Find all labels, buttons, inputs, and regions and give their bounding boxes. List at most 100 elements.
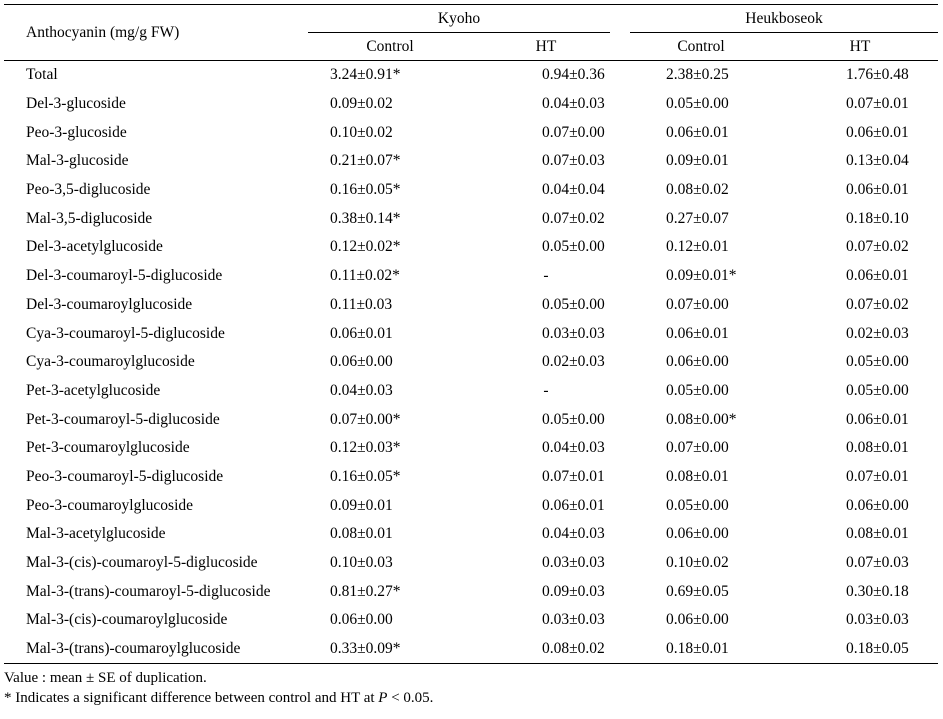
table-cell: 0.13±0.04 (846, 152, 909, 170)
table-cell: 0.09±0.01* (666, 267, 737, 285)
table-cell: 0.09±0.01 (666, 152, 729, 170)
row-label: Mal-3-(trans)-coumaroyl-5-diglucoside (26, 582, 271, 600)
table-cell: 0.05±0.00 (666, 496, 729, 514)
table-cell: 0.06±0.01 (666, 324, 729, 342)
table-cell: 2.38±0.25 (666, 66, 729, 84)
table-row: Del-3-coumaroyl-5-diglucoside 0.11±0.02* -… (4, 262, 938, 291)
column-header: HT (472, 33, 621, 61)
row-label: Cya-3-coumaroylglucoside (26, 353, 195, 371)
row-label: Peo-3-glucoside (26, 123, 127, 141)
table-cell: 0.08±0.00* (666, 410, 737, 428)
row-label: Del-3-glucoside (26, 95, 126, 113)
table-cell: 0.07±0.00 (666, 439, 729, 457)
table-cell: 0.06±0.00 (330, 611, 393, 629)
table-row: Peo-3-glucoside 0.10±0.02 0.07±0.00 0.06±0.… (4, 118, 938, 147)
table-cell: 0.06±0.00 (666, 525, 729, 543)
table-cell: 0.07±0.01 (542, 467, 605, 485)
table-cell: 0.38±0.14* (330, 209, 401, 227)
table-cell: 0.04±0.03 (542, 439, 605, 457)
table-cell: 0.03±0.03 (846, 611, 909, 629)
row-label: Del-3-coumaroyl-5-diglucoside (26, 267, 223, 285)
table-cell: 0.06±0.01 (846, 410, 909, 428)
group-label: Kyoho (308, 5, 611, 33)
table-cell: 0.04±0.03 (542, 525, 605, 543)
table-cell: - (543, 381, 549, 399)
table-row: Peo-3-coumaroylglucoside 0.09±0.01 0.06±0.… (4, 491, 938, 520)
table-cell: 0.07±0.00 (666, 295, 729, 313)
table-cell: 0.08±0.01 (330, 525, 393, 543)
p-symbol: P (378, 690, 388, 706)
table-row: Cya-3-coumaroylglucoside 0.06±0.00 0.02±0.… (4, 348, 938, 377)
table-cell: 0.08±0.01 (666, 467, 729, 485)
table-cell: 0.05±0.00 (666, 381, 729, 399)
table-cell: 0.03±0.03 (542, 554, 605, 572)
table-cell: 0.06±0.01 (666, 123, 729, 141)
table-cell: 0.21±0.07* (330, 152, 401, 170)
table-cell: 0.12±0.02* (330, 238, 401, 256)
anthocyanin-table: Anthocyanin (mg/g FW) Kyoho Heukboseok C… (4, 4, 939, 665)
group-header-heukboseok: Heukboseok (620, 4, 939, 33)
table-cell: 0.30±0.18 (846, 582, 909, 600)
table-cell: - (543, 267, 549, 285)
table-cell: 0.18±0.05 (782, 634, 939, 665)
table-row: Mal-3-(cis)-coumaroylglucoside 0.06±0.00 0… (4, 606, 938, 635)
table-cell: 0.12±0.03* (330, 439, 401, 457)
table-cell: 0.03±0.03 (542, 324, 605, 342)
table-cell: 0.03±0.03 (542, 611, 605, 629)
table-cell: 0.06±0.00 (666, 353, 729, 371)
table-row: Mal-3,5-diglucoside 0.38±0.14* 0.07±0.02 0.… (4, 204, 938, 233)
row-label: Mal-3-acetylglucoside (26, 525, 166, 543)
table-cell: 0.18±0.01 (620, 634, 783, 665)
table-cell: 0.10±0.02 (666, 554, 729, 572)
table-cell: 0.08±0.01 (846, 439, 909, 457)
table-body: Total 3.24±0.91* 0.94±0.36 2.38±0.25 1.76±0.… (4, 61, 939, 665)
row-label: Peo-3,5-diglucoside (26, 181, 151, 199)
table-cell: 0.05±0.00 (542, 238, 605, 256)
table-cell: 0.06±0.01 (330, 324, 393, 342)
table-cell: 0.05±0.00 (846, 381, 909, 399)
table-cell: 0.07±0.03 (542, 152, 605, 170)
table-cell: 0.06±0.01 (542, 496, 605, 514)
table-row: Mal-3-(trans)-coumaroyl-5-diglucoside 0.8… (4, 577, 938, 606)
table-cell: 0.07±0.02 (846, 295, 909, 313)
table-cell: 0.16±0.05* (330, 181, 401, 199)
row-label: Mal-3-(trans)-coumaroylglucoside (4, 634, 308, 665)
table-cell: 0.10±0.02 (330, 123, 393, 141)
row-label: Pet-3-coumaroyl-5-diglucoside (26, 410, 220, 428)
table-cell: 0.05±0.00 (542, 410, 605, 428)
column-header: HT (782, 33, 939, 61)
table-cell: 0.69±0.05 (666, 582, 729, 600)
significance-threshold: < 0.05. (387, 690, 434, 706)
table-row: Del-3-glucoside 0.09±0.02 0.04±0.03 0.05±0.… (4, 90, 938, 119)
table-cell: 0.04±0.03 (542, 95, 605, 113)
table-row: Pet-3-coumaroylglucoside 0.12±0.03* 0.04±0… (4, 434, 938, 463)
table-cell: 0.07±0.01 (846, 467, 909, 485)
row-label: Mal-3,5-diglucoside (26, 209, 153, 227)
table-notes: Value : mean ± SE of duplication. * Indi… (4, 668, 433, 708)
table-cell: 0.05±0.00 (666, 95, 729, 113)
table-cell: 0.07±0.01 (846, 95, 909, 113)
row-header-label: Anthocyanin (mg/g FW) (4, 4, 308, 61)
table-row: Pet-3-coumaroyl-5-diglucoside 0.07±0.00* 0… (4, 405, 938, 434)
row-label: Peo-3-coumaroyl-5-diglucoside (26, 467, 224, 485)
table-cell: 0.07±0.00* (330, 410, 401, 428)
table-cell: 0.07±0.02 (542, 209, 605, 227)
column-header: Control (308, 33, 472, 61)
column-header: Control (620, 33, 783, 61)
table-cell: 0.06±0.00 (846, 496, 909, 514)
table-row: Peo-3,5-diglucoside 0.16±0.05* 0.04±0.04 0.… (4, 176, 938, 205)
table-cell: 3.24±0.91* (330, 66, 401, 84)
table-cell: 0.08±0.01 (846, 525, 909, 543)
table-cell: 0.06±0.00 (330, 353, 393, 371)
table-row: Del-3-coumaroylglucoside 0.11±0.03 0.05±0.… (4, 291, 938, 320)
table-cell: 0.08±0.02 (666, 181, 729, 199)
table-cell: 0.05±0.00 (846, 353, 909, 371)
table-row: Del-3-acetylglucoside 0.12±0.02* 0.05±0.00… (4, 233, 938, 262)
row-label: Cya-3-coumaroyl-5-diglucoside (26, 324, 225, 342)
table-row: Total 3.24±0.91* 0.94±0.36 2.38±0.25 1.76±0.… (4, 61, 938, 90)
table-row: Mal-3-acetylglucoside 0.08±0.01 0.04±0.03 0… (4, 520, 938, 549)
table-cell: 0.05±0.00 (542, 295, 605, 313)
table-cell: 0.06±0.01 (846, 181, 909, 199)
row-label: Pet-3-coumaroylglucoside (26, 439, 190, 457)
row-label: Peo-3-coumaroylglucoside (26, 496, 194, 514)
